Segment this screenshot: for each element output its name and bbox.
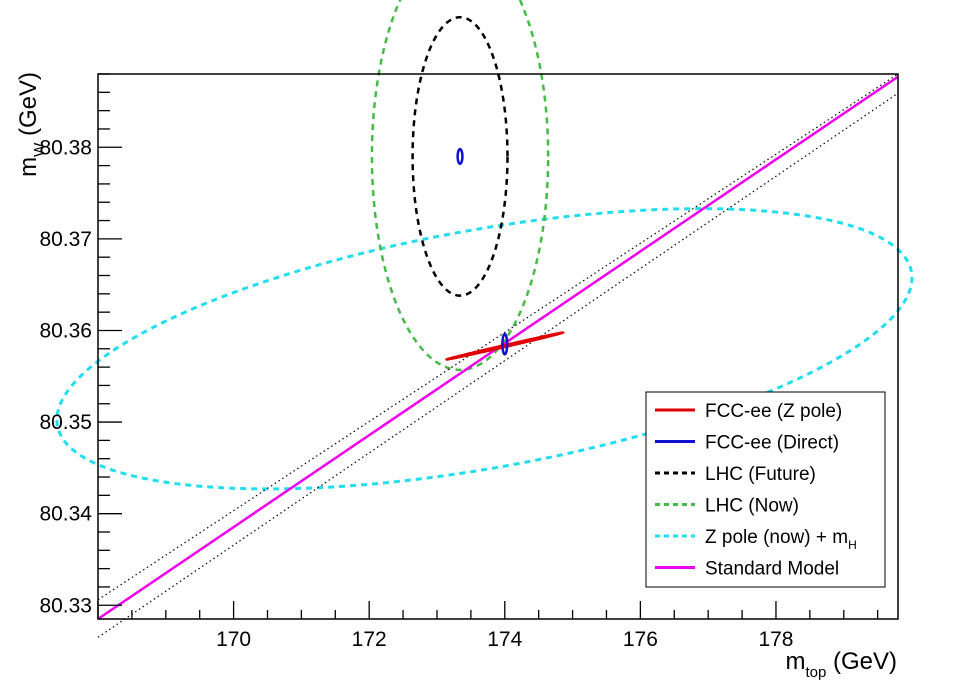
y-tick-label: 80.38 (39, 136, 92, 159)
series-guide-line-7-line (97, 92, 899, 638)
series-fcc-ee-z-pole-ellipse-0 (444, 331, 565, 361)
x-tick-label: 170 (216, 628, 251, 651)
y-axis-title-sub: W (31, 142, 48, 157)
x-axis-title: mtop (GeV) (785, 648, 897, 681)
ticks-layer: 170 172 174 176 178 80.33 80.34 80.35 80.36 80.37… (39, 73, 879, 651)
y-tick-label: 80.36 (39, 319, 92, 342)
x-tick-label: 178 (758, 628, 793, 651)
x-axis-title-sub: top (805, 664, 826, 681)
y-axis-title-main: m (15, 157, 42, 177)
y-axis-title-unit: (GeV) (15, 72, 42, 143)
series-fcc-ee-direct-ellipse-1 (501, 332, 509, 356)
y-tick-label: 80.34 (39, 503, 92, 526)
legend-label: LHC (Future) (705, 464, 816, 485)
legend-label-main: FCC-ee (Z pole) (705, 401, 842, 422)
x-axis-title-unit: (GeV) (826, 648, 897, 675)
legend-label-main: LHC (Future) (705, 464, 816, 485)
y-tick-label: 80.37 (39, 228, 92, 251)
series-lhc-future-ellipse-0 (411, 15, 509, 297)
series-lhc-now-ellipse-0 (370, 0, 550, 372)
legend-label-main: FCC-ee (Direct) (705, 433, 839, 454)
legend-label: FCC-ee (Z pole) (705, 401, 842, 422)
legend-label-main: Z pole (now) + m (705, 527, 848, 548)
y-tick-label: 80.35 (39, 411, 92, 434)
series-guide-line-6-line (97, 73, 899, 601)
legend-label-main: Standard Model (705, 559, 839, 580)
x-tick-label: 172 (352, 628, 387, 651)
x-tick-label: 174 (487, 628, 522, 651)
x-tick-label: 176 (623, 628, 658, 651)
series-fcc-ee-direct-ellipse-0 (456, 147, 464, 166)
legend-label-main: LHC (Now) (705, 496, 799, 517)
legend-label: FCC-ee (Direct) (705, 433, 839, 454)
y-tick-label: 80.33 (39, 594, 92, 617)
x-axis-title-main: m (785, 648, 805, 675)
legend-label: LHC (Now) (705, 496, 799, 517)
legend: FCC-ee (Z pole) FCC-ee (Direct) LHC (Futur… (645, 391, 886, 588)
legend-label-sub: H (848, 538, 857, 552)
legend-box (645, 391, 886, 588)
legend-label: Z pole (now) + mH (705, 527, 857, 552)
legend-label: Standard Model (705, 559, 839, 580)
y-axis-title: mW (GeV) (15, 72, 48, 177)
plot-frame (97, 73, 899, 620)
